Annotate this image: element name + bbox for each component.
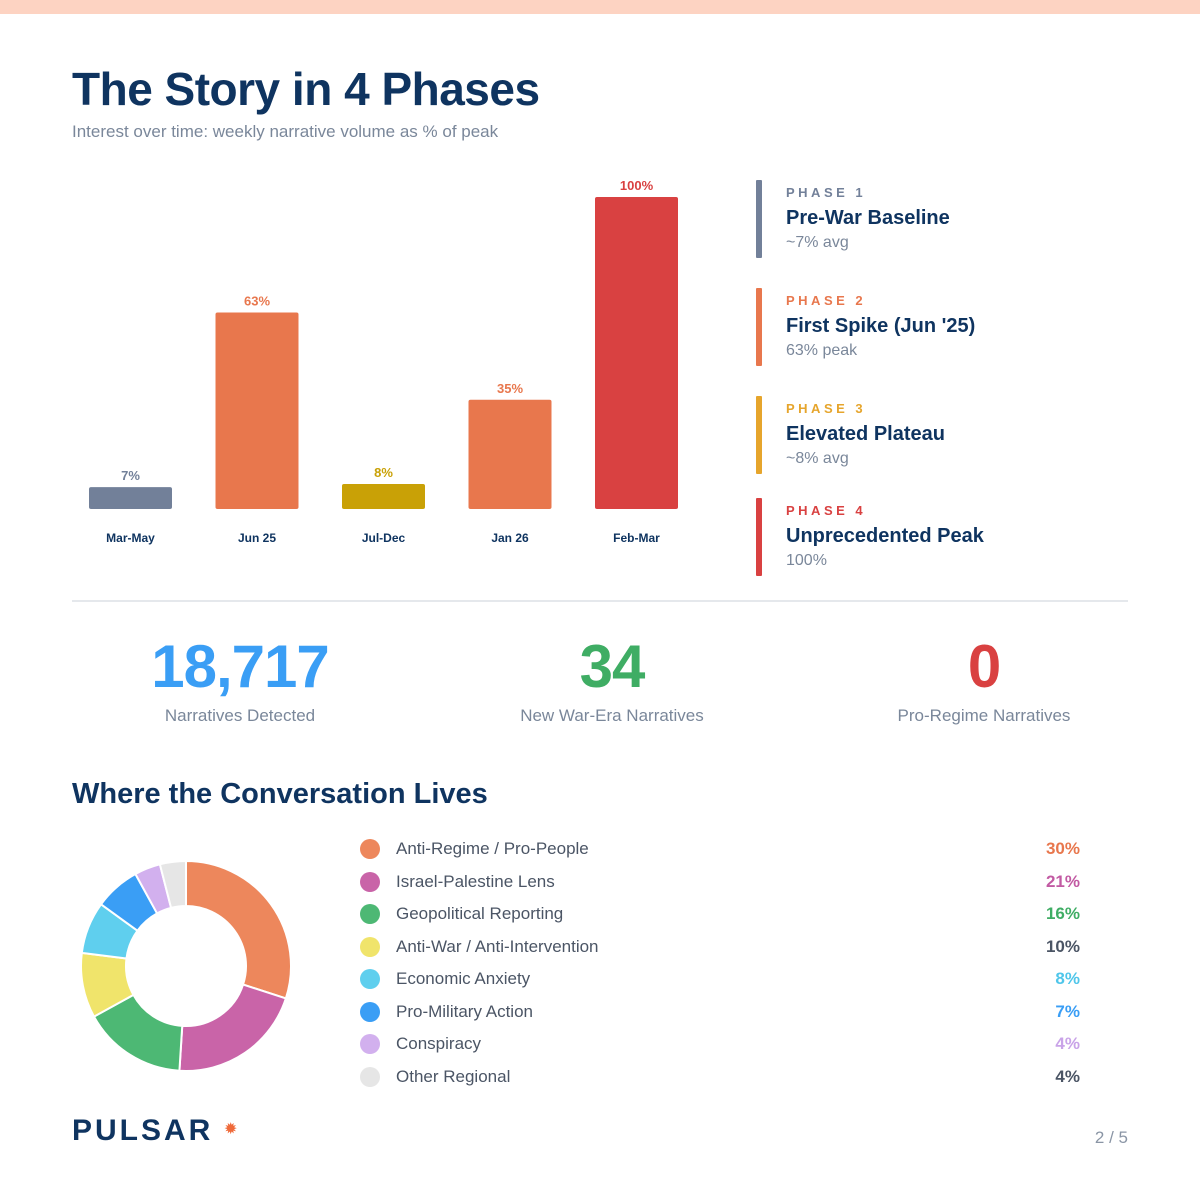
stat-label: Pro-Regime Narratives — [897, 706, 1071, 725]
legend-value: 30% — [1045, 839, 1080, 858]
bar-value-label: 100% — [620, 178, 654, 193]
page-number: 2 / 5 — [1094, 1128, 1128, 1147]
x-tick-label: Jul-Dec — [362, 531, 406, 545]
stat-value: 0 — [967, 633, 1001, 700]
bar-value-label: 8% — [374, 465, 393, 480]
phase-desc: 63% peak — [786, 342, 858, 359]
legend-item: Other Regional 4% — [358, 1062, 1082, 1092]
legend-item: Conspiracy 4% — [358, 1029, 1082, 1059]
bar — [215, 312, 299, 509]
legend-swatch — [360, 936, 380, 957]
legend-label: Israel-Palestine Lens — [396, 871, 555, 891]
x-tick-label: Jun 25 — [238, 531, 276, 545]
bar-value-label: 35% — [497, 381, 523, 396]
legend-swatch — [360, 1034, 380, 1054]
legend-item: Economic Anxiety 8% — [358, 964, 1082, 994]
donut-slice — [158, 859, 187, 910]
bar-chart: 7% Mar-May 63% Jun 25 8% Jul-Dec 35% Jan 26 100%… — [89, 178, 678, 545]
legend-item: Anti-Regime / Pro-People 30% — [358, 834, 1082, 864]
stat-label: New War-Era Narratives — [520, 706, 704, 725]
legend-label: Anti-War / Anti-Intervention — [396, 936, 599, 956]
legend-swatch — [360, 969, 380, 989]
phase-tag: PHASE 3 — [786, 401, 867, 416]
legend-value: 8% — [1055, 969, 1080, 988]
legend-label: Geopolitical Reporting — [396, 904, 564, 923]
bar-value-label: 63% — [244, 293, 270, 308]
page-subtitle: Interest over time: weekly narrative vol… — [72, 122, 499, 141]
phase-tag: PHASE 1 — [786, 185, 867, 200]
legend-item: Anti-War / Anti-Intervention 10% — [358, 932, 1082, 962]
legend-item: Geopolitical Reporting 16% — [358, 899, 1082, 929]
donut-slice — [178, 983, 288, 1072]
top-accent-bar — [0, 0, 1200, 14]
x-tick-label: Mar-May — [106, 531, 155, 545]
phase-color-bar — [756, 180, 762, 258]
bar — [89, 487, 172, 509]
bar-value-label: 7% — [121, 468, 140, 483]
x-tick-label: Feb-Mar — [613, 531, 660, 545]
phase-item-1: PHASE 1 Pre-War Baseline ~7% avg — [756, 180, 1136, 258]
legend-label: Anti-Regime / Pro-People — [396, 839, 589, 858]
stat-new-war-era-narratives: 34 New War-Era Narratives — [426, 632, 798, 726]
phase-tag: PHASE 4 — [786, 503, 867, 518]
phase-desc: ~8% avg — [786, 450, 849, 467]
section-title: Where the Conversation Lives — [72, 778, 488, 810]
legend-item: Pro-Military Action 7% — [358, 997, 1082, 1027]
phase-title: First Spike (Jun '25) — [786, 315, 976, 337]
x-tick-label: Jan 26 — [491, 531, 529, 545]
bar — [468, 399, 552, 509]
legend-swatch — [360, 1066, 380, 1087]
stat-pro-regime-narratives: 0 Pro-Regime Narratives — [798, 632, 1170, 726]
legend-swatch — [360, 1001, 380, 1022]
legend-swatch — [360, 839, 380, 859]
legend-value: 7% — [1055, 1001, 1080, 1021]
legend-value: 21% — [1045, 871, 1080, 891]
legend-item: Israel-Palestine Lens 21% — [358, 867, 1082, 897]
brand-star-icon: ✹ — [224, 1121, 238, 1138]
section-divider — [72, 600, 1128, 602]
donut-chart — [80, 859, 292, 1072]
legend-label: Pro-Military Action — [396, 1001, 533, 1021]
bar — [595, 197, 678, 509]
legend-value: 10% — [1045, 936, 1080, 956]
legend-label: Conspiracy — [396, 1034, 482, 1053]
page-title: The Story in 4 Phases — [72, 63, 540, 115]
brand-logo: PULSAR — [72, 1114, 214, 1147]
phase-tag: PHASE 2 — [786, 293, 867, 308]
phase-color-bar — [756, 396, 762, 474]
legend-label: Other Regional — [396, 1066, 511, 1086]
phase-title: Unprecedented Peak — [786, 525, 984, 547]
legend-swatch — [360, 871, 380, 892]
phase-desc: 100% — [786, 552, 827, 569]
legend-value: 4% — [1055, 1034, 1080, 1053]
phase-color-bar — [756, 288, 762, 366]
phase-item-2: PHASE 2 First Spike (Jun '25) 63% peak — [756, 288, 1136, 366]
bar — [342, 484, 425, 509]
phase-title: Elevated Plateau — [786, 423, 945, 445]
phase-color-bar — [756, 498, 762, 576]
legend-swatch — [360, 904, 380, 924]
donut-slice — [185, 859, 292, 1000]
legend-label: Economic Anxiety — [396, 969, 531, 988]
phase-item-4: PHASE 4 Unprecedented Peak 100% — [756, 498, 1136, 576]
stat-label: Narratives Detected — [164, 706, 316, 725]
stat-narratives-detected: 18,717 Narratives Detected — [54, 632, 426, 726]
legend-value: 4% — [1055, 1066, 1080, 1086]
phase-item-3: PHASE 3 Elevated Plateau ~8% avg — [756, 396, 1136, 474]
stat-value: 34 — [579, 633, 646, 700]
legend-value: 16% — [1045, 904, 1080, 923]
stat-value: 18,717 — [151, 633, 330, 700]
phase-title: Pre-War Baseline — [786, 207, 950, 229]
phase-desc: ~7% avg — [786, 234, 849, 251]
